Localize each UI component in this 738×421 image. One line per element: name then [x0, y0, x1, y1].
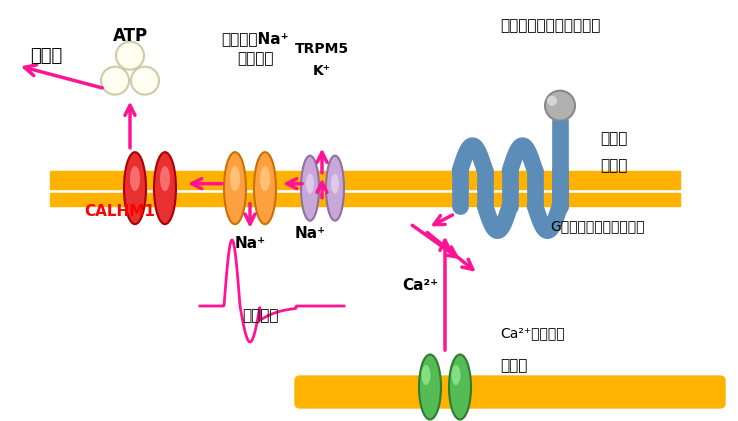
Ellipse shape	[449, 354, 471, 419]
Text: 甘味・うま味・苦味物質: 甘味・うま味・苦味物質	[500, 19, 600, 34]
Text: Na⁺: Na⁺	[294, 226, 325, 240]
Ellipse shape	[230, 166, 240, 191]
Ellipse shape	[306, 173, 314, 194]
Text: 細胞内: 細胞内	[600, 158, 627, 173]
Ellipse shape	[224, 152, 246, 224]
Text: 活動電位: 活動電位	[242, 309, 278, 323]
Ellipse shape	[135, 71, 145, 81]
FancyBboxPatch shape	[50, 193, 680, 206]
FancyBboxPatch shape	[50, 171, 680, 189]
Ellipse shape	[131, 67, 159, 95]
Text: 電位依存Na⁺: 電位依存Na⁺	[221, 32, 289, 46]
Ellipse shape	[331, 173, 339, 194]
Text: 細胞外: 細胞外	[600, 131, 627, 147]
Ellipse shape	[254, 152, 276, 224]
Ellipse shape	[116, 42, 144, 69]
Ellipse shape	[124, 152, 146, 224]
Ellipse shape	[130, 166, 140, 191]
Text: K⁺: K⁺	[313, 64, 331, 78]
FancyBboxPatch shape	[295, 376, 725, 408]
Text: Gタンパク質共役受容体: Gタンパク質共役受容体	[550, 219, 644, 233]
Text: Ca²⁺チャネル: Ca²⁺チャネル	[500, 326, 565, 340]
Ellipse shape	[260, 166, 270, 191]
Text: 小胞体: 小胞体	[500, 359, 528, 373]
Ellipse shape	[326, 156, 344, 221]
Ellipse shape	[101, 67, 129, 95]
Text: Na⁺: Na⁺	[235, 235, 266, 250]
Ellipse shape	[452, 365, 461, 385]
Text: TRPM5: TRPM5	[295, 42, 349, 56]
Ellipse shape	[160, 166, 170, 191]
Ellipse shape	[120, 45, 130, 56]
Ellipse shape	[421, 365, 430, 385]
Ellipse shape	[154, 152, 176, 224]
Text: Ca²⁺: Ca²⁺	[402, 279, 438, 293]
Text: ATP: ATP	[112, 27, 148, 45]
Ellipse shape	[547, 96, 557, 106]
Text: CALHM1: CALHM1	[85, 203, 156, 218]
Ellipse shape	[545, 91, 575, 121]
Text: チャネル: チャネル	[237, 51, 273, 67]
Ellipse shape	[301, 156, 319, 221]
Text: 神経へ: 神経へ	[30, 47, 62, 65]
Ellipse shape	[419, 354, 441, 419]
Ellipse shape	[105, 71, 115, 81]
